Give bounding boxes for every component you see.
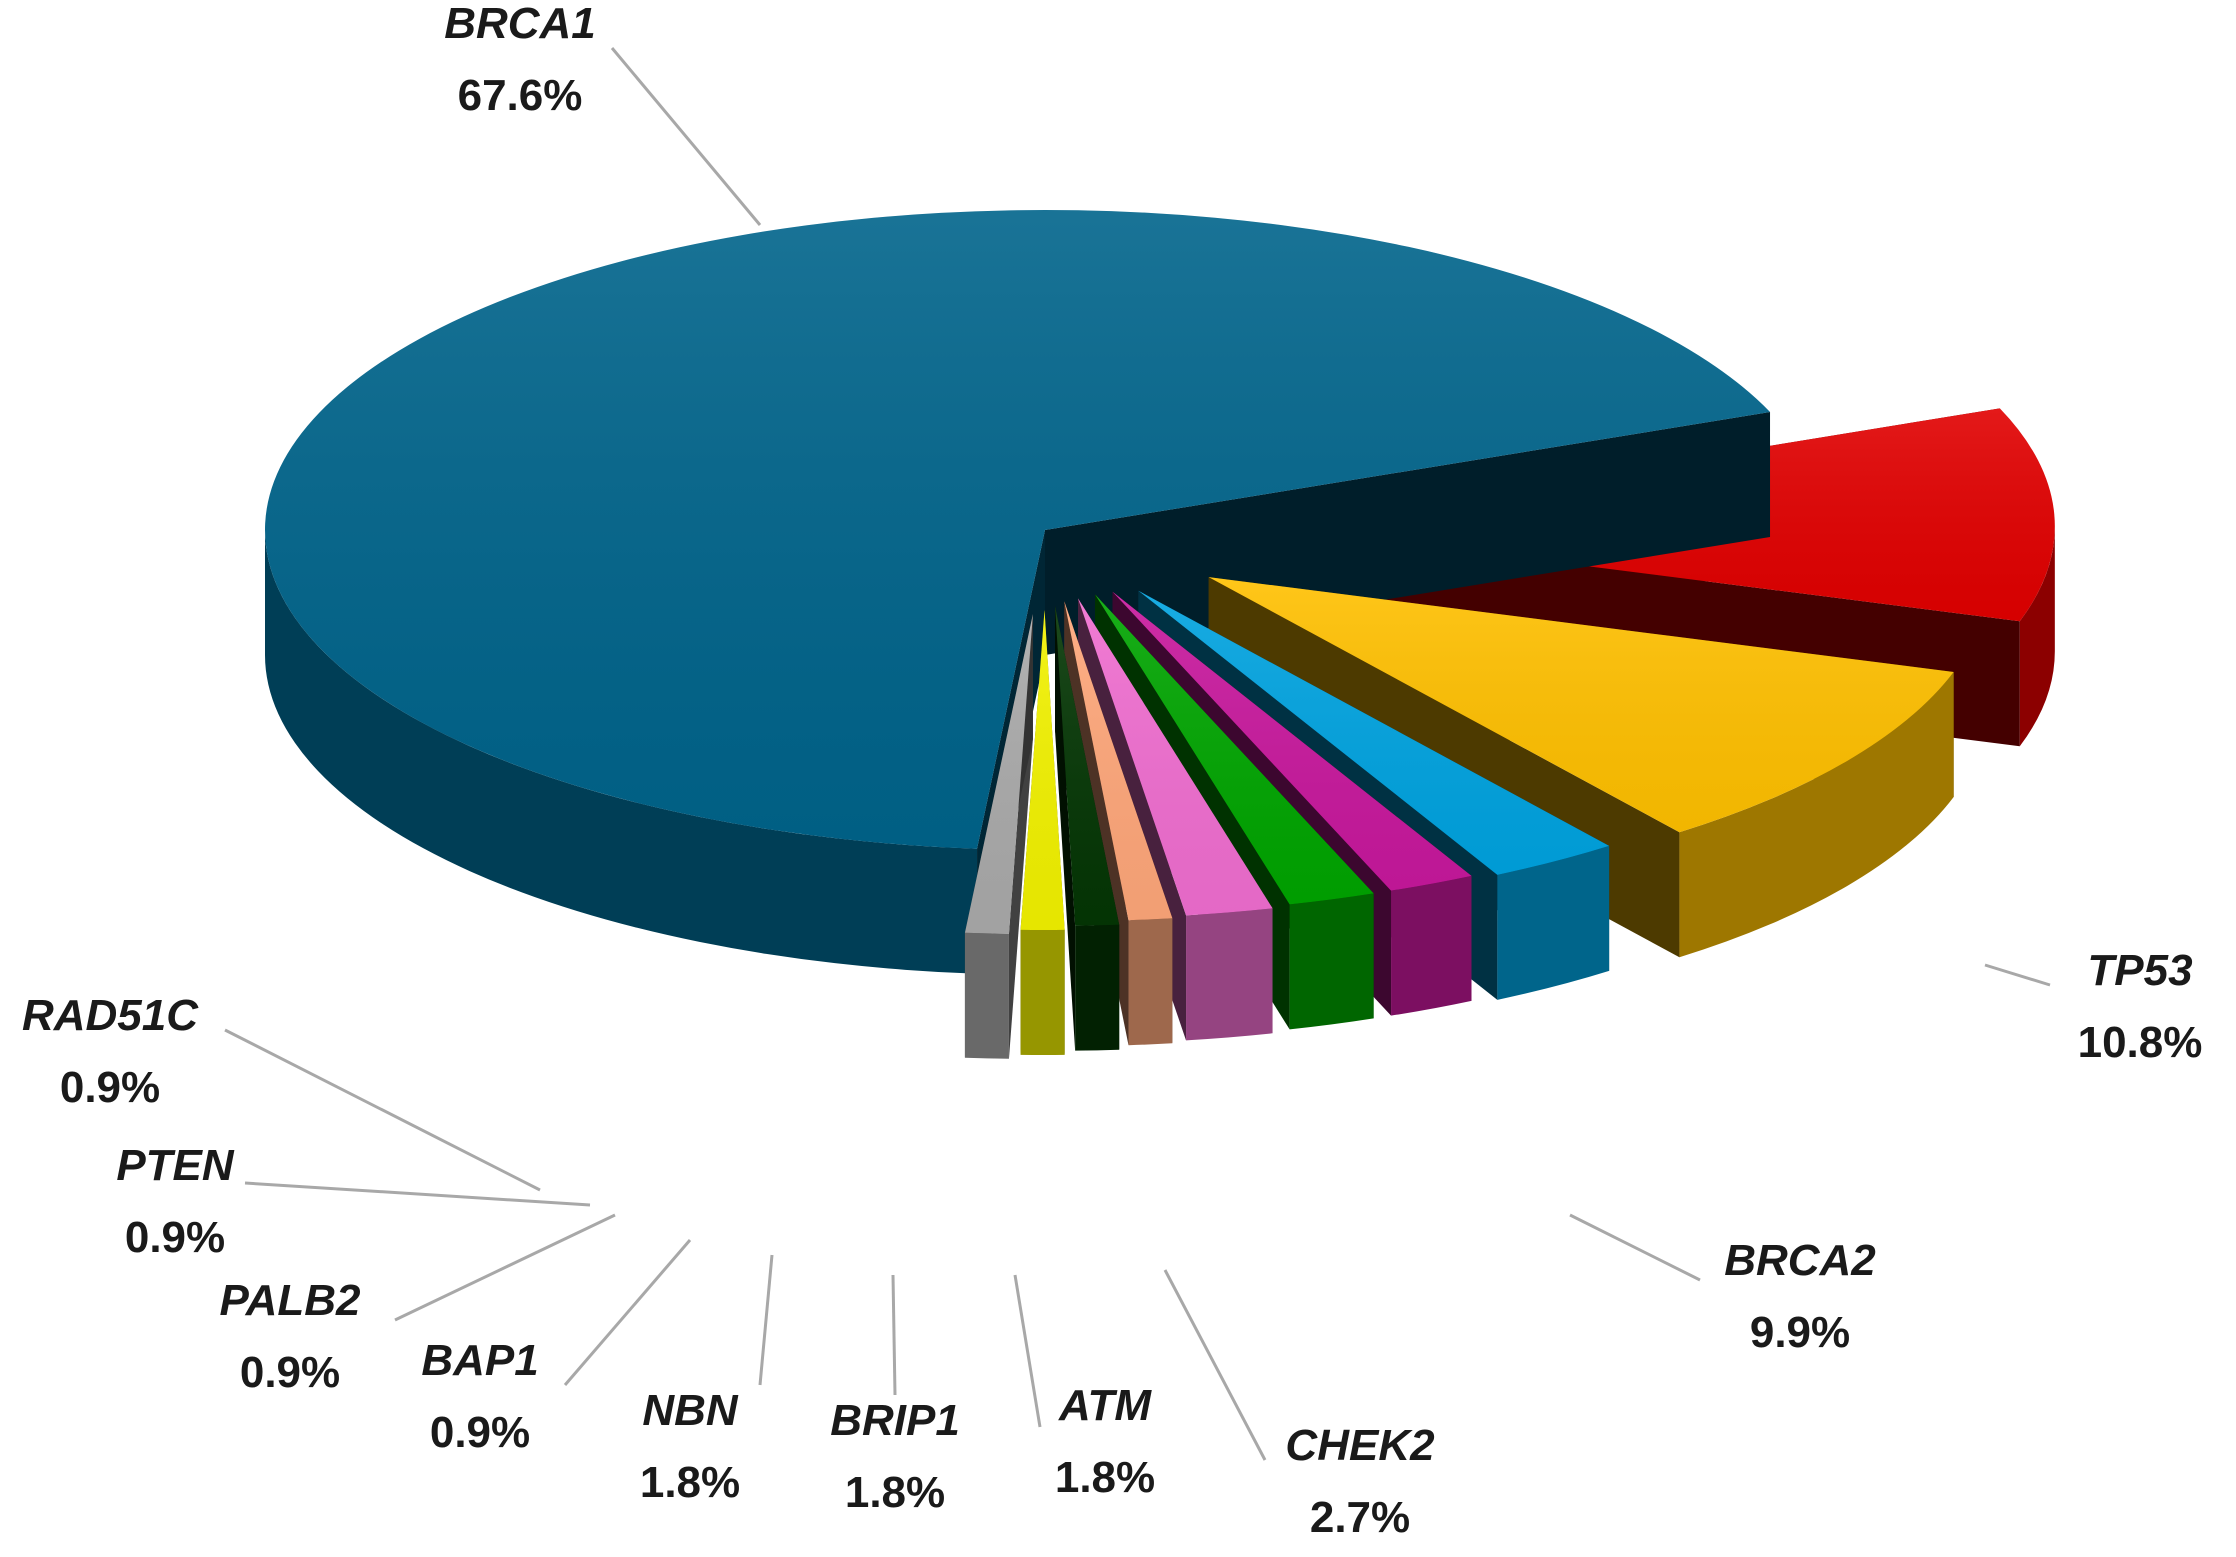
leader-line-brca1 [610, 47, 762, 226]
leader-line-bap1 [563, 1239, 692, 1386]
slice-value-bap1: 0.9% [430, 1408, 530, 1457]
slice-label-brip1: BRIP1 [830, 1396, 960, 1445]
leader-line-rad51c [224, 1028, 541, 1192]
leader-line-tp53 [1984, 963, 2051, 987]
leader-line-chek2 [1163, 1269, 1267, 1461]
slice-value-atm: 1.8% [1055, 1453, 1155, 1502]
slice-label-rad51c: RAD51C [22, 991, 199, 1040]
pie-slice-palb2 [1055, 605, 1120, 1051]
pie-slice-brca1 [265, 209, 1771, 974]
slice-value-chek2: 2.7% [1310, 1493, 1410, 1542]
leader-line-pten [244, 1181, 591, 1207]
slice-value-brip1: 1.8% [845, 1468, 945, 1517]
slice-value-pten: 0.9% [125, 1213, 225, 1262]
slice-label-atm: ATM [1058, 1381, 1152, 1430]
leader-line-brca2 [1569, 1213, 1701, 1282]
slice-label-chek2: CHEK2 [1285, 1421, 1435, 1470]
slice-label-tp53: TP53 [2087, 946, 2192, 995]
leader-line-atm [1013, 1274, 1042, 1428]
leader-line-nbn [758, 1254, 774, 1386]
leader-line-brip1 [891, 1274, 897, 1396]
slice-label-palb2: PALB2 [220, 1276, 362, 1325]
slice-value-palb2: 0.9% [240, 1348, 340, 1397]
slice-value-rad51c: 0.9% [60, 1063, 160, 1112]
slice-value-brca1: 67.6% [458, 71, 583, 120]
pie-slice-rad51c [964, 613, 1033, 1059]
slice-label-brca1: BRCA1 [444, 0, 596, 48]
slice-value-tp53: 10.8% [2078, 1018, 2203, 1067]
slice-value-nbn: 1.8% [640, 1458, 740, 1507]
slice-label-pten: PTEN [116, 1141, 235, 1190]
pie-slice-pten [1020, 609, 1065, 1055]
slice-label-brca2: BRCA2 [1724, 1236, 1876, 1285]
slice-value-brca2: 9.9% [1750, 1308, 1850, 1357]
leader-line-palb2 [394, 1213, 616, 1322]
slice-label-bap1: BAP1 [421, 1336, 538, 1385]
slice-label-nbn: NBN [642, 1386, 739, 1435]
